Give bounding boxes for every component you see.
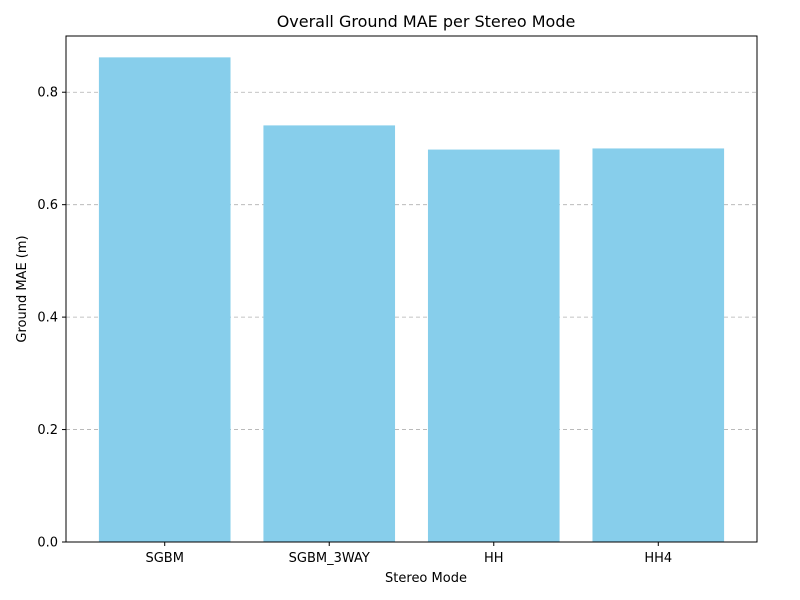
- bar-hh: [427, 149, 560, 542]
- bar-sgbm-3way: [263, 125, 396, 542]
- bar-hh4: [592, 148, 725, 542]
- x-tick-label: HH4: [644, 551, 672, 566]
- y-ticks: 0.0 0.2 0.4 0.6 0.8: [37, 86, 66, 551]
- bars-layer: [98, 57, 725, 543]
- plot-frame: [65, 35, 758, 543]
- x-tick-label: SGBM: [145, 551, 183, 566]
- y-axis-label: Ground MAE (m): [15, 235, 30, 342]
- y-tick-label: 0.4: [37, 311, 58, 326]
- y-tick-label: 0.2: [37, 423, 58, 438]
- y-tick-label: 0.6: [37, 198, 58, 213]
- bar-sgbm: [98, 57, 231, 543]
- x-tick-label: SGBM_3WAY: [289, 551, 370, 566]
- x-axis-label: Stereo Mode: [385, 571, 467, 586]
- chart-title: Overall Ground MAE per Stereo Mode: [277, 12, 576, 31]
- x-ticks: SGBM SGBM_3WAY HH HH4: [145, 542, 672, 566]
- y-tick-label: 0.0: [37, 536, 58, 551]
- y-tick-label: 0.8: [37, 86, 58, 101]
- x-tick-label: HH: [484, 551, 504, 566]
